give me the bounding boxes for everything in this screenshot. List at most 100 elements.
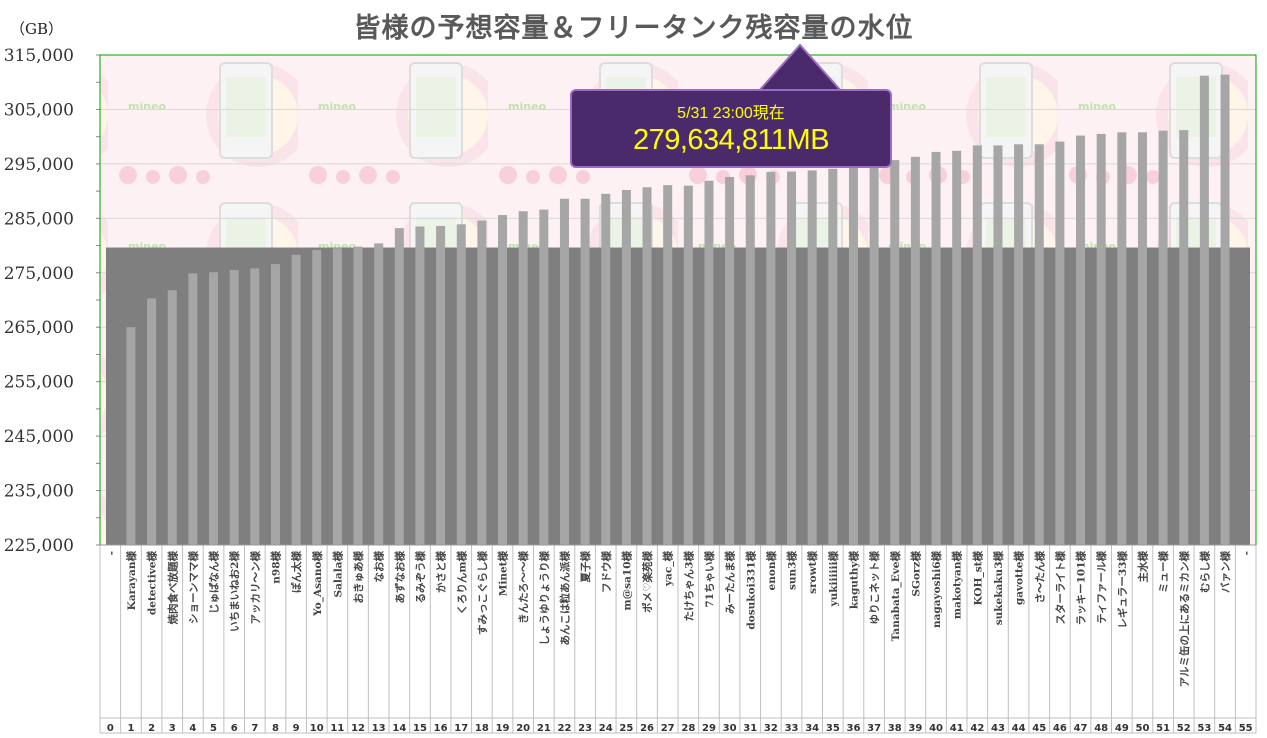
x-category-label: Karayan様 — [125, 551, 138, 611]
x-category-label: sukekaku3様 — [992, 551, 1005, 626]
bar — [580, 198, 590, 545]
x-category-label: ティファール様 — [1095, 551, 1108, 624]
x-category-label: Yo_Asano様 — [311, 551, 325, 617]
x-index-label: 16 — [434, 723, 448, 734]
x-category-label: 夏子様 — [579, 551, 592, 584]
bar — [209, 272, 219, 545]
bar — [312, 249, 322, 545]
x-category-label: ラッキー101様 — [1075, 551, 1088, 626]
x-category-label: kaguthy様 — [847, 551, 860, 610]
x-index-label: 54 — [1218, 723, 1232, 734]
x-category-label: るみぞう様 — [414, 551, 427, 604]
x-index-label: 14 — [392, 723, 406, 734]
x-category-label: gavotte様 — [1013, 551, 1026, 606]
x-index-label: 2 — [148, 723, 155, 734]
x-category-label: じゅばなん様 — [208, 551, 221, 614]
x-category-label: フドウ様 — [600, 551, 613, 593]
x-index-label: 7 — [251, 723, 258, 734]
x-category-label: yac_様 — [662, 551, 676, 588]
bar — [787, 171, 797, 545]
bar — [1179, 130, 1189, 545]
x-index-label: 51 — [1156, 723, 1170, 734]
bar — [993, 145, 1003, 545]
x-index-label: 38 — [888, 723, 902, 734]
bar — [931, 151, 941, 545]
x-index-label: 21 — [537, 723, 551, 734]
x-category-label: ぽん太様 — [290, 551, 303, 593]
x-category-label: ゆりこネット様 — [868, 551, 881, 625]
x-category-label: enon様 — [765, 551, 778, 591]
bar — [1076, 135, 1086, 546]
x-category-label: - — [105, 551, 117, 555]
x-category-label: きんたろ〜〜様 — [517, 551, 530, 624]
x-index-label: 35 — [826, 723, 840, 734]
x-category-label: くろりんm様 — [455, 551, 468, 615]
x-index-label: 34 — [805, 723, 819, 734]
x-category-label: ショーンママ様 — [187, 551, 200, 624]
x-category-label: makotyan様 — [951, 551, 964, 620]
x-category-label: ミュー様 — [1157, 551, 1170, 593]
y-tick-label: 245,000 — [4, 427, 74, 447]
x-category-label: Minet様 — [497, 551, 510, 597]
bar — [332, 248, 342, 545]
bar — [910, 156, 920, 546]
x-index-label: 22 — [558, 723, 572, 734]
x-category-label: アルミ缶の上にあるミカン様 — [1178, 551, 1191, 688]
x-index-label: 49 — [1115, 723, 1129, 734]
x-index-label: 3 — [169, 723, 176, 734]
bar — [869, 162, 879, 545]
x-category-label: sun3様 — [786, 551, 799, 590]
bar — [270, 264, 280, 545]
x-category-label: ポメ♡楽苑様 — [641, 551, 654, 613]
bar — [539, 209, 549, 545]
x-index-label: 11 — [330, 723, 344, 734]
x-index-label: 33 — [785, 723, 799, 734]
x-index-label: 19 — [496, 723, 510, 734]
x-index-label: 1 — [127, 723, 134, 734]
x-category-label: 71ちゃい様 — [703, 551, 716, 608]
x-index-label: 17 — [454, 723, 468, 734]
x-category-label: yukiiiiii様 — [827, 551, 840, 608]
x-category-label: あずなお様 — [393, 551, 406, 604]
bar — [1199, 75, 1209, 545]
x-index-label: 18 — [475, 723, 489, 734]
bar — [828, 168, 838, 546]
x-index-label: 37 — [867, 723, 881, 734]
y-tick-label: 275,000 — [4, 264, 74, 284]
bar — [952, 150, 962, 546]
x-index-label: 8 — [272, 723, 279, 734]
x-index-label: 47 — [1074, 723, 1088, 734]
x-category-label: あんこは粒あん派様 — [558, 551, 571, 646]
x-category-label: たけちゃん3様 — [682, 551, 695, 622]
bar — [848, 167, 858, 545]
bar — [1117, 132, 1127, 546]
x-category-label: レギュラー33様 — [1116, 551, 1129, 629]
x-category-label: いちまいねお2様 — [228, 551, 241, 632]
x-index-label: 36 — [847, 723, 861, 734]
x-category-label: Tanabata_Eve様 — [889, 551, 903, 642]
x-index-label: 55 — [1239, 723, 1253, 734]
x-index-label: 4 — [189, 723, 196, 734]
x-index-label: 9 — [293, 723, 300, 734]
bar — [291, 254, 301, 546]
x-category-label: アッカリ〜ン様 — [249, 551, 262, 625]
chart-title: 皆様の予想容量＆フリータンク残容量の水位 — [353, 13, 914, 44]
x-category-label: n98様 — [269, 551, 282, 584]
x-category-label: バァン様 — [1219, 551, 1232, 593]
x-index-label: 45 — [1032, 723, 1046, 734]
x-index-label: 23 — [578, 723, 592, 734]
x-index-label: 32 — [764, 723, 778, 734]
x-index-label: 0 — [107, 723, 114, 734]
bar — [250, 268, 260, 545]
y-tick-label: 315,000 — [4, 46, 74, 66]
bar — [1096, 133, 1106, 545]
x-index-label: 50 — [1136, 723, 1150, 734]
x-category-label: nagayoshi6様 — [930, 551, 943, 629]
bar — [394, 228, 404, 545]
bar — [890, 160, 900, 546]
x-index-label: 26 — [640, 723, 654, 734]
y-tick-label: 285,000 — [4, 209, 74, 229]
x-category-label: おきゅあ様 — [352, 551, 365, 604]
bar — [374, 243, 384, 545]
bar — [353, 246, 363, 545]
